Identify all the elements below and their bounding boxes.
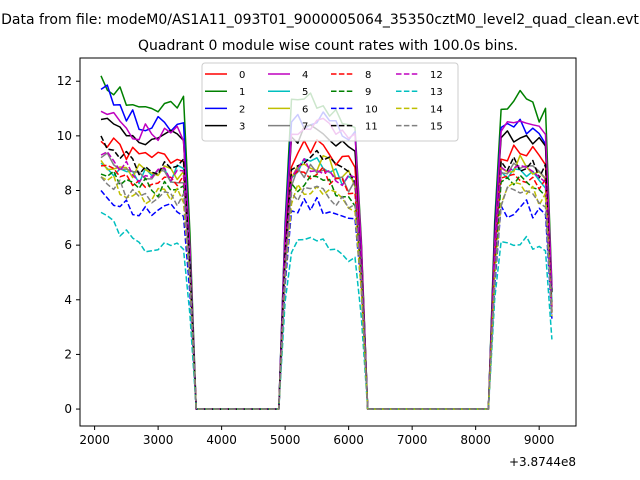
y-tick-label: 10	[57, 129, 72, 143]
x-tick-label: 8000	[460, 433, 491, 447]
x-tick-label: 4000	[206, 433, 237, 447]
axes-layer: 2000 3000 4000 5000 6000 7000 8000 9000 0 2 4 6 8 10 1…	[57, 74, 555, 447]
series-line-10	[100, 190, 553, 410]
series-line-8	[100, 164, 553, 410]
x-tick-label: 5000	[270, 433, 301, 447]
legend-label-7: 7	[302, 122, 308, 133]
series-line-14	[100, 174, 553, 410]
legend-label-9: 9	[365, 87, 371, 98]
legend-label-11: 11	[365, 122, 378, 133]
x-tick-label: 7000	[397, 433, 428, 447]
legend-label-12: 12	[430, 70, 443, 81]
legend-label-6: 6	[302, 104, 308, 115]
suptitle: Data from file: modeM0/AS1A11_093T01_900…	[1, 12, 639, 28]
legend-label-1: 1	[239, 87, 245, 98]
series-line-15	[100, 176, 553, 410]
series-line-13	[100, 211, 553, 410]
x-tick-label: 3000	[143, 433, 174, 447]
series-line-9	[100, 170, 553, 410]
series-line-11	[100, 135, 553, 410]
legend-label-13: 13	[430, 87, 443, 98]
series-layer	[100, 75, 553, 410]
legend-label-15: 15	[430, 122, 443, 133]
series-line-0	[100, 137, 553, 410]
legend-label-0: 0	[239, 70, 245, 81]
plot-frame	[79, 57, 577, 427]
y-tick-label: 8	[64, 184, 72, 198]
series-line-12	[100, 151, 553, 410]
chart-title: Quadrant 0 module wise count rates with …	[138, 38, 518, 54]
legend-label-2: 2	[239, 104, 245, 115]
y-tick-label: 0	[64, 402, 72, 416]
y-tick-label: 12	[57, 74, 72, 88]
y-tick-label: 2	[64, 347, 72, 361]
x-offset-label: +3.8744e8	[509, 455, 576, 469]
legend-label-14: 14	[430, 104, 443, 115]
legend-box	[201, 62, 459, 142]
y-tick-label: 6	[64, 238, 72, 252]
legend-label-5: 5	[302, 87, 308, 98]
legend-label-3: 3	[239, 122, 245, 133]
legend-label-8: 8	[365, 70, 371, 81]
x-tick-label: 6000	[333, 433, 364, 447]
x-tick-label: 2000	[79, 433, 110, 447]
y-tick-label: 4	[64, 293, 72, 307]
legend-label-4: 4	[302, 70, 308, 81]
legend-label-10: 10	[365, 104, 378, 115]
x-tick-label: 9000	[524, 433, 555, 447]
